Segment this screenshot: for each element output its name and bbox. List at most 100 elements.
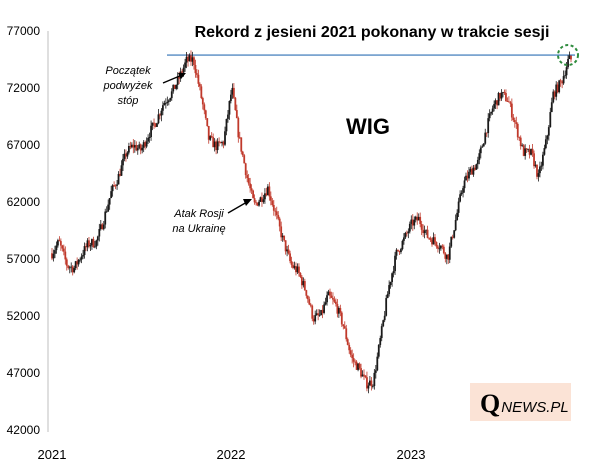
candle-body <box>151 122 154 126</box>
candle-body <box>413 219 416 226</box>
candle-body <box>345 328 348 340</box>
y-tick-label: 52000 <box>7 309 41 323</box>
candle-body <box>451 236 454 238</box>
candle-body <box>497 92 500 106</box>
candle-body <box>330 295 333 298</box>
candle-body <box>79 259 81 261</box>
candle-body <box>215 141 218 151</box>
candle-body <box>366 377 368 389</box>
candle-body <box>318 314 321 316</box>
candle-body <box>222 141 225 145</box>
candle-body <box>127 146 130 153</box>
candle-body <box>502 92 504 93</box>
candle-body <box>417 216 420 221</box>
y-tick-label: 72000 <box>7 81 41 95</box>
candle-body <box>169 98 172 101</box>
candle-body <box>259 197 262 202</box>
candle-body <box>468 171 470 179</box>
candle-body <box>374 370 377 373</box>
candle-body <box>568 55 571 60</box>
candle-body <box>466 175 469 179</box>
candle-body <box>361 374 364 377</box>
candle-body <box>521 145 524 147</box>
candle-body <box>299 272 302 277</box>
candle-body <box>522 145 525 156</box>
candle-body <box>377 344 380 357</box>
candle-body <box>364 375 367 378</box>
candle-body <box>303 281 306 291</box>
candle-body <box>206 118 209 127</box>
candle-body <box>187 56 189 62</box>
candle-body <box>161 105 164 111</box>
y-tick-label: 62000 <box>7 195 41 209</box>
candle-body <box>269 196 272 201</box>
candle-body <box>536 164 538 177</box>
candle-body <box>493 104 496 109</box>
candle-body <box>135 145 138 151</box>
candle-body <box>336 304 339 314</box>
candle-body <box>533 153 535 167</box>
candle-body <box>527 149 530 151</box>
candle-body <box>57 240 59 246</box>
candle-body <box>367 385 370 389</box>
candle-body <box>101 224 104 230</box>
candle-body <box>61 245 64 249</box>
candle-body <box>237 118 240 138</box>
candle-body <box>447 254 450 260</box>
candle-body <box>221 141 223 144</box>
candle-body <box>181 71 184 73</box>
candle-body <box>218 141 220 143</box>
candle-body <box>388 285 391 295</box>
candle-body <box>258 201 260 206</box>
qnews-logo: QNEWS.PL <box>470 383 571 421</box>
annotation-rate-hikes: Początek podwyżek stóp <box>103 65 186 107</box>
candle-body <box>320 310 323 315</box>
index-label: WIG <box>346 114 390 139</box>
candle-body <box>337 308 340 314</box>
candle-body <box>456 212 459 221</box>
candle-body <box>534 164 537 167</box>
candle-body <box>244 163 247 176</box>
candle-body <box>252 190 254 199</box>
candle-body <box>250 188 253 191</box>
candle-body <box>405 232 408 234</box>
candle-body <box>471 168 473 175</box>
candle-body <box>70 266 73 268</box>
candle-body <box>88 240 90 247</box>
candle-body <box>230 94 232 101</box>
candle-body <box>207 126 210 140</box>
candle-body <box>147 137 150 142</box>
candle-body <box>419 216 422 225</box>
candle-body <box>561 81 564 84</box>
candle-body <box>55 245 58 251</box>
candle-body <box>227 114 229 119</box>
record-highlight-circle <box>557 44 579 67</box>
candle-body <box>71 266 74 273</box>
candle-body <box>500 92 503 99</box>
candle-body <box>275 211 278 216</box>
candle-body <box>302 281 305 286</box>
y-tick-label: 47000 <box>7 366 41 380</box>
candle-body <box>113 185 116 187</box>
candle-body <box>92 239 95 247</box>
candle-body <box>382 320 385 327</box>
candle-body <box>379 338 382 345</box>
candle-body <box>85 246 87 248</box>
candle-body <box>132 144 135 148</box>
annotation-arrowhead <box>178 73 186 79</box>
candle-body <box>426 229 429 238</box>
candle-body <box>108 198 111 205</box>
candle-body <box>513 120 516 123</box>
candle-body <box>93 246 96 248</box>
candle-body <box>114 185 117 187</box>
candle-body <box>546 135 549 140</box>
candle-body <box>391 273 393 283</box>
candle-body <box>224 131 226 145</box>
candle-body <box>490 111 493 114</box>
candle-body <box>531 148 534 154</box>
candle-body <box>240 137 243 152</box>
candle-body <box>83 246 86 256</box>
candle-body <box>306 295 309 300</box>
candle-body <box>543 148 546 155</box>
candle-body <box>209 136 212 140</box>
